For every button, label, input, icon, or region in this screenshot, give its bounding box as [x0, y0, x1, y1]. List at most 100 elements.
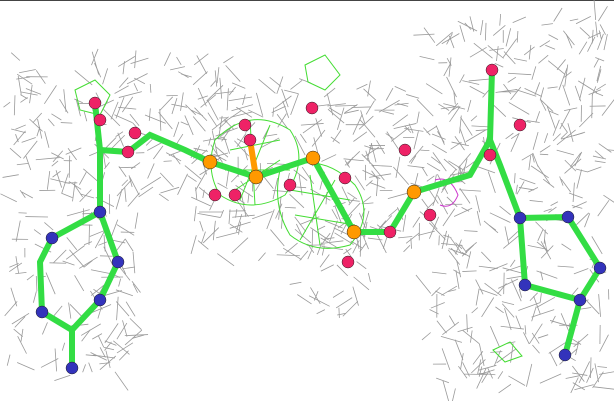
mesh-line	[158, 112, 173, 130]
green-blob	[304, 54, 341, 91]
mesh-line	[442, 208, 456, 227]
mesh-line	[147, 141, 165, 151]
mesh-line	[515, 315, 522, 330]
mesh-line	[442, 321, 460, 335]
mesh-line	[302, 119, 323, 134]
mesh-line	[464, 230, 478, 232]
atom	[35, 305, 49, 319]
mesh-line	[597, 199, 610, 217]
mesh-line	[531, 66, 537, 80]
mesh-line	[548, 34, 559, 40]
mesh-line	[228, 96, 253, 102]
mesh-line	[15, 124, 26, 130]
mesh-line	[11, 128, 26, 134]
mesh-line	[454, 339, 464, 360]
mesh-line	[441, 33, 460, 45]
mesh-line	[446, 196, 458, 208]
mesh-line	[118, 166, 127, 177]
mesh-line	[475, 279, 484, 295]
mesh-line	[212, 220, 216, 241]
mesh-line	[376, 140, 385, 154]
mesh-line	[516, 181, 525, 195]
mesh-line	[9, 262, 23, 273]
mesh-line	[494, 63, 504, 68]
mesh-line	[531, 309, 555, 318]
mesh-line	[275, 203, 283, 219]
mesh-line	[282, 100, 290, 119]
mesh-line	[587, 32, 602, 39]
mesh-line	[448, 57, 452, 77]
mesh-line	[397, 103, 409, 107]
mesh-line	[406, 94, 420, 99]
mesh-line	[176, 56, 182, 66]
mesh-line	[23, 140, 38, 159]
mesh-line	[478, 265, 498, 269]
mesh-line	[547, 60, 566, 75]
mesh-line	[360, 110, 366, 125]
mesh-line	[2, 174, 19, 178]
mesh-line	[530, 165, 549, 179]
mesh-line	[462, 362, 470, 377]
mesh-line	[148, 108, 151, 121]
mesh-line	[408, 145, 424, 163]
mesh-line	[441, 230, 448, 249]
mesh-line	[503, 234, 521, 249]
mesh-line	[307, 250, 312, 260]
mesh-line	[598, 143, 612, 153]
mesh-line	[301, 166, 315, 185]
mesh-line	[341, 186, 351, 204]
mesh-line	[547, 86, 558, 89]
mesh-line	[80, 193, 95, 199]
mesh-line	[221, 127, 232, 142]
mesh-line	[181, 73, 192, 78]
mesh-line	[572, 338, 582, 345]
mesh-line	[543, 208, 552, 212]
mesh-line	[529, 200, 543, 203]
mesh-line	[585, 300, 600, 315]
mesh-line	[603, 34, 608, 51]
mesh-line	[378, 99, 400, 113]
mesh-line	[562, 84, 571, 106]
mesh-line	[466, 251, 472, 269]
bond	[487, 67, 495, 143]
mesh-line	[603, 194, 614, 203]
mesh-line	[504, 226, 510, 245]
mesh-line	[443, 62, 452, 77]
mesh-line	[99, 355, 117, 370]
mesh-line	[211, 116, 229, 131]
mesh-line	[487, 45, 504, 59]
mesh-line	[499, 205, 511, 216]
mesh-line	[310, 227, 329, 241]
mesh-line	[453, 269, 461, 275]
mesh-line	[529, 292, 538, 301]
mesh-line	[459, 74, 465, 84]
mesh-line	[185, 104, 196, 116]
mesh-line	[513, 58, 527, 62]
mesh-line	[104, 323, 119, 344]
mesh-line	[230, 111, 253, 118]
mesh-line	[449, 106, 461, 123]
mesh-line	[465, 129, 487, 143]
mesh-line	[539, 373, 562, 384]
mesh-line	[194, 107, 208, 122]
mesh-line	[471, 307, 479, 314]
mesh-line	[98, 241, 107, 246]
mesh-line	[531, 306, 537, 322]
mesh-line	[410, 155, 417, 164]
mesh-line	[260, 137, 280, 149]
mesh-line	[118, 91, 142, 98]
bond	[562, 297, 583, 358]
mesh-line	[113, 340, 130, 355]
mesh-line	[118, 278, 122, 287]
mesh-line	[450, 247, 458, 256]
mesh-line	[215, 146, 229, 158]
mesh-line	[116, 322, 128, 340]
mesh-line	[504, 308, 512, 331]
mesh-line	[15, 256, 20, 274]
mesh-line	[59, 98, 69, 114]
mesh-line	[552, 119, 560, 136]
atom	[513, 118, 527, 132]
mesh-line	[60, 122, 73, 124]
mesh-line	[429, 222, 446, 240]
mesh-line	[498, 278, 519, 289]
